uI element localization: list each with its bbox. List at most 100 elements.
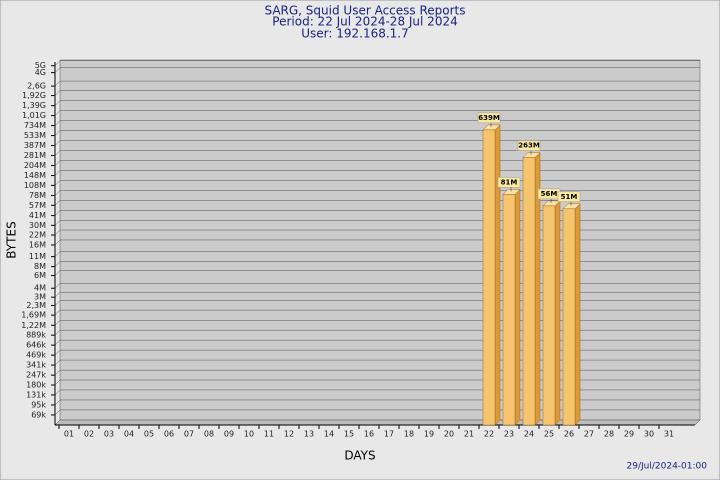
x-tick-label: 12 — [284, 430, 294, 439]
x-tick-label: 21 — [464, 430, 474, 439]
y-tick-label: 1,39G — [22, 101, 46, 110]
x-tick-label: 10 — [244, 430, 254, 439]
grid-line — [54, 339, 61, 346]
bar — [502, 194, 516, 426]
y-tick-label: 3M — [34, 293, 46, 302]
grid-line — [54, 379, 61, 386]
x-tick-label: 02 — [84, 430, 94, 439]
x-tick-label: 16 — [364, 430, 374, 439]
x-tick-label: 08 — [204, 430, 214, 439]
grid-line — [54, 239, 61, 246]
bar — [522, 157, 536, 426]
x-tick-label: 07 — [184, 430, 194, 439]
y-tick-label: 69k — [31, 410, 46, 419]
y-tick-label: 646k — [26, 341, 46, 350]
y-tick-label: 387M — [24, 141, 46, 150]
y-tick-label: 41M — [29, 211, 46, 220]
x-tick-label: 29 — [624, 430, 634, 439]
x-tick-label: 18 — [404, 430, 414, 439]
x-tick-label: 09 — [224, 430, 234, 439]
y-tick-label: 78M — [29, 191, 46, 200]
y-tick-label: 11M — [29, 252, 46, 261]
y-tick-label: 2,6G — [27, 82, 46, 91]
x-axis-label: DAYS — [344, 449, 375, 463]
y-tick-label: 4G — [35, 68, 46, 77]
grid-line — [54, 90, 61, 96]
y-tick-label: 148M — [24, 171, 46, 180]
y-tick-label: 6M — [34, 271, 46, 280]
y-tick-label: 5G — [35, 61, 46, 70]
data-label: 263M — [518, 142, 540, 150]
grid-line — [54, 200, 61, 206]
y-tick-label: 4M — [34, 284, 46, 293]
bar — [482, 129, 496, 426]
y-axis-label: BYTES — [5, 221, 19, 258]
grid-line — [54, 60, 61, 66]
bar-side — [494, 124, 501, 426]
x-tick-label: 11 — [264, 430, 274, 439]
y-tick-label: 734M — [24, 121, 46, 130]
label-box — [477, 112, 501, 124]
y-tick-label: 341k — [26, 361, 46, 370]
y-tick-label: 22M — [29, 231, 46, 240]
grid-line — [54, 283, 61, 289]
y-tick-label: 204M — [24, 161, 46, 170]
grid-line — [54, 330, 61, 336]
y-tick-label: 1,22M — [21, 321, 46, 330]
grid-line — [54, 150, 61, 156]
grid-line — [54, 369, 61, 376]
chart-title: SARG, Squid User Access Reports — [264, 4, 465, 18]
x-tick-label: 15 — [344, 430, 354, 439]
bar-side — [514, 188, 521, 426]
x-tick-label: 27 — [584, 430, 594, 439]
y-tick-label: 30M — [29, 221, 46, 230]
x-tick-label: 24 — [524, 430, 534, 439]
x-tick-label: 03 — [104, 430, 114, 439]
grid-line — [54, 309, 61, 316]
grid-line — [54, 300, 61, 306]
grid-line — [54, 180, 61, 186]
grid-line — [54, 251, 61, 257]
x-tick-label: 13 — [304, 430, 314, 439]
grid-line — [54, 320, 61, 326]
grid-line — [54, 110, 61, 116]
label-box — [557, 191, 581, 203]
x-tick-label: 01 — [64, 430, 74, 439]
grid-line — [54, 270, 61, 276]
x-tick-label: 04 — [124, 430, 134, 439]
y-tick-label: 180k — [26, 381, 46, 390]
floor — [54, 419, 701, 426]
grid-line — [54, 120, 61, 126]
y-tick-label: 1,01G — [22, 111, 46, 120]
grid-line — [54, 100, 61, 106]
grid-line — [54, 409, 61, 416]
y-tick-label: 889k — [26, 331, 46, 340]
x-tick-label: 19 — [424, 430, 434, 439]
chart-subtitle: User: 192.168.1.7 — [301, 27, 409, 41]
grid-line — [54, 80, 61, 87]
x-tick-label: 23 — [504, 430, 514, 439]
y-tick-label: 2,3M — [26, 301, 46, 310]
grid-line — [54, 170, 61, 176]
data-label: 56M — [541, 190, 558, 198]
bar — [562, 208, 576, 426]
grid-line — [54, 292, 61, 298]
label-box — [517, 140, 541, 151]
x-tick-label: 30 — [644, 430, 654, 439]
y-tick-label: 57M — [29, 201, 46, 210]
grid-line — [54, 349, 61, 356]
grid-line — [54, 140, 61, 146]
bar-side — [574, 203, 581, 426]
grid-line — [54, 229, 61, 236]
label-box — [497, 177, 521, 188]
grid-line — [54, 130, 61, 136]
grid-line — [54, 190, 61, 196]
grid-line — [54, 210, 61, 216]
y-tick-label: 1,92G — [22, 91, 46, 100]
grid-line — [54, 220, 61, 226]
y-tick-label: 247k — [26, 371, 46, 380]
bar-side — [554, 200, 561, 426]
x-tick-label: 25 — [544, 430, 554, 439]
x-tick-label: 26 — [564, 430, 574, 439]
grid-line — [54, 261, 61, 267]
